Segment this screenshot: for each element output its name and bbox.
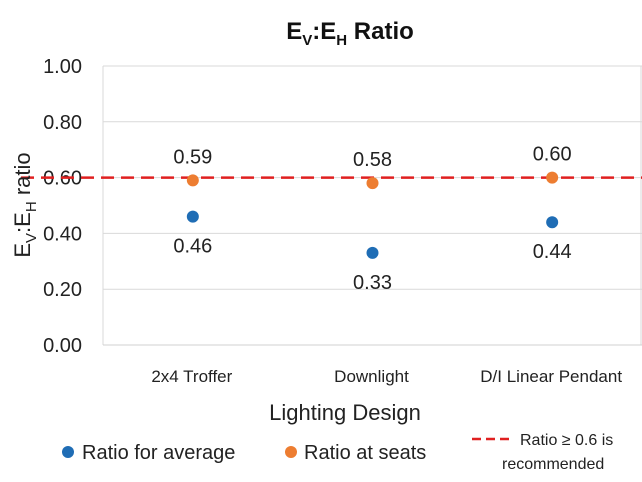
- x-tick-label: Downlight: [334, 367, 409, 386]
- legend-label-seats: Ratio at seats: [304, 442, 426, 464]
- gridlines: [102, 65, 642, 345]
- point-seats: [366, 177, 379, 190]
- point-average: [546, 216, 559, 229]
- y-tick-label: 1.00: [43, 56, 82, 78]
- point-average: [366, 246, 379, 259]
- legend-label-reference-line1: Ratio ≥ 0.6 is: [520, 432, 613, 449]
- data-label: 0.44: [533, 241, 572, 263]
- x-tick-label: 2x4 Troffer: [151, 367, 232, 386]
- chart-title: EV:EH Ratio: [286, 18, 414, 49]
- x-axis-label: Lighting Design: [269, 400, 421, 425]
- data-labels: 0.46 0.33 0.44 0.59 0.58 0.60: [173, 144, 571, 294]
- y-axis-ticks: 0.000.200.400.600.801.00: [43, 56, 82, 357]
- legend-label-reference-line2: recommended: [502, 456, 604, 473]
- y-axis-label: EV:EH ratio: [10, 152, 40, 257]
- y-tick-label: 0.20: [43, 279, 82, 301]
- data-label: 0.33: [353, 272, 392, 294]
- legend-marker-average: [62, 446, 74, 458]
- data-label: 0.58: [353, 149, 392, 171]
- data-points: [186, 171, 559, 259]
- x-tick-label: D/I Linear Pendant: [480, 367, 622, 386]
- x-axis-categories: 2x4 Troffer Downlight D/I Linear Pendant: [151, 367, 622, 386]
- data-label: 0.60: [533, 144, 572, 166]
- y-tick-label: 0.80: [43, 112, 82, 134]
- legend: Ratio for average Ratio at seats Ratio ≥…: [62, 432, 613, 473]
- point-seats: [546, 171, 559, 184]
- legend-label-average: Ratio for average: [82, 442, 235, 464]
- data-label: 0.59: [173, 146, 212, 168]
- data-label: 0.46: [173, 236, 212, 258]
- legend-marker-seats: [285, 446, 297, 458]
- point-average: [186, 210, 199, 223]
- point-seats: [186, 174, 199, 187]
- y-tick-label: 0.00: [43, 335, 82, 357]
- y-tick-label: 0.40: [43, 223, 82, 245]
